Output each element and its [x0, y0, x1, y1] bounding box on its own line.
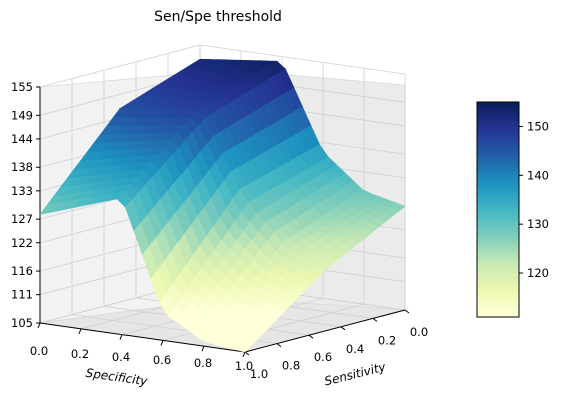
colorbar-rect — [476, 101, 520, 318]
grid-line — [199, 44, 406, 75]
y-tick-mark — [372, 317, 378, 322]
colorbar-tick-label: 140 — [527, 168, 549, 182]
colorbar-ticks: 120 130 140 150 — [519, 119, 549, 280]
z-tick-label: 149 — [11, 108, 33, 122]
grid-line — [39, 44, 201, 88]
x-tick-mark — [201, 346, 205, 352]
colorbar-tick-label: 150 — [527, 119, 549, 133]
y-axis-spine — [244, 309, 406, 353]
colorbar-tick-label: 120 — [527, 266, 549, 280]
z-tick-label: 144 — [11, 132, 33, 146]
colorbar: 120 130 140 150 — [476, 101, 549, 318]
axis-spines — [39, 87, 406, 353]
x-tick-label: 0.0 — [30, 344, 48, 358]
x-axis-label: Specificity — [85, 366, 149, 389]
z-tick-label: 133 — [11, 184, 33, 198]
surface-plot — [39, 58, 406, 353]
y-axis-label: Sensitivity — [323, 360, 388, 389]
x-tick-mark — [37, 322, 41, 329]
x-tick-mark — [160, 340, 164, 346]
x-axis-ticks: 0.0 0.2 0.4 0.6 0.8 1.0 — [30, 322, 253, 373]
x-tick-label: 0.8 — [194, 356, 212, 370]
x-tick-label: 0.4 — [112, 350, 130, 364]
x-tick-label: 0.2 — [71, 347, 89, 361]
x-tick-mark — [242, 351, 246, 358]
z-tick-label: 105 — [11, 316, 33, 330]
y-tick-label: 0.6 — [314, 350, 332, 364]
x-tick-label: 1.0 — [235, 359, 253, 373]
y-tick-mark — [308, 334, 314, 339]
x-tick-mark — [78, 328, 82, 334]
z-tick-label: 116 — [11, 264, 33, 278]
z-tick-label: 155 — [11, 80, 33, 94]
y-tick-label: 0.0 — [410, 325, 428, 339]
y-tick-mark — [244, 351, 250, 356]
z-tick-label: 138 — [11, 160, 33, 174]
y-tick-label: 0.2 — [378, 333, 396, 347]
chart-title: Sen/Spe threshold — [154, 9, 282, 25]
x-tick-mark — [119, 334, 123, 340]
z-tick-label: 127 — [11, 212, 33, 226]
colorbar-tick-label: 130 — [527, 217, 549, 231]
y-tick-label: 0.4 — [346, 342, 364, 356]
x-axis-spine — [39, 322, 246, 353]
z-tick-label: 111 — [11, 288, 33, 302]
z-axis-ticks: 105 111 116 122 127 133 138 144 149 155 — [11, 80, 40, 330]
y-tick-mark — [404, 309, 410, 314]
z-tick-label: 122 — [11, 236, 33, 250]
y-tick-mark — [340, 326, 346, 331]
x-tick-label: 0.6 — [153, 353, 171, 367]
y-tick-label: 0.8 — [282, 359, 300, 373]
y-tick-label: 1.0 — [250, 367, 268, 381]
y-axis-ticks: 1.0 0.8 0.6 0.4 0.2 0.0 — [244, 309, 428, 381]
y-tick-mark — [276, 343, 282, 348]
